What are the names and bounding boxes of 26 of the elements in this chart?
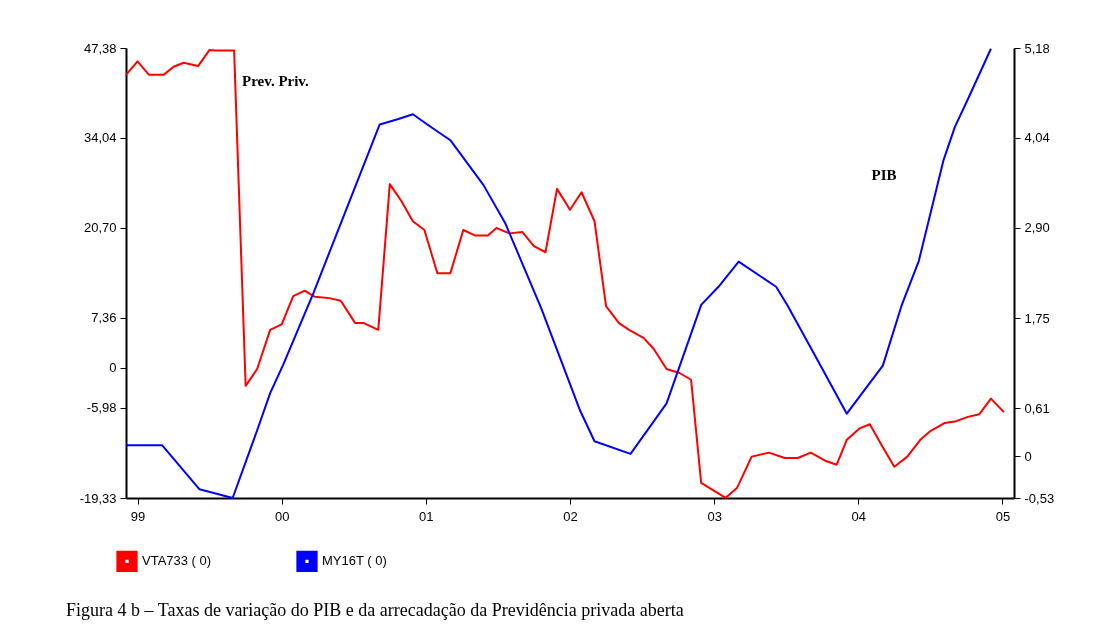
text: Figura 4 b – Taxas de variação do PIB e da arrecadação da Previdência privada aberta — [66, 600, 684, 620]
y2-tick-label: 0 — [1024, 448, 1032, 464]
x-tick-label: 02 — [563, 508, 578, 524]
y-tick-label: -5,98 — [86, 400, 117, 416]
x-tick-label: 00 — [274, 508, 290, 524]
y-tick-label: 47,38 — [83, 40, 117, 56]
x-tick-label: 05 — [995, 508, 1011, 524]
x-tick-label: 99 — [130, 508, 146, 524]
y2-tick-label: 4,04 — [1024, 130, 1050, 146]
y2-tick-label: 5,18 — [1024, 40, 1050, 56]
y-tick-label: 34,04 — [83, 130, 117, 146]
y2-tick-label: -0,53 — [1024, 490, 1055, 506]
y-tick-label: 20,70 — [83, 220, 117, 236]
x-tick-label: 01 — [419, 508, 434, 524]
y2-tick-label: 1,75 — [1024, 310, 1050, 326]
legend-label: MY16T ( 0) — [322, 553, 387, 569]
y-tick-label: 0 — [109, 360, 117, 376]
x-tick-label: 03 — [707, 508, 722, 524]
y-tick-label: -19,33 — [79, 490, 117, 506]
y-tick-label: 7,36 — [91, 310, 117, 326]
y2-tick-label: 0,61 — [1024, 400, 1050, 416]
annotation: PIB — [871, 167, 897, 183]
y2-tick-label: 2,90 — [1024, 220, 1050, 236]
x-tick-label: 04 — [851, 508, 867, 524]
legend-label: VTA733 ( 0) — [142, 553, 212, 569]
annotation: Prev. Priv. — [242, 73, 310, 89]
